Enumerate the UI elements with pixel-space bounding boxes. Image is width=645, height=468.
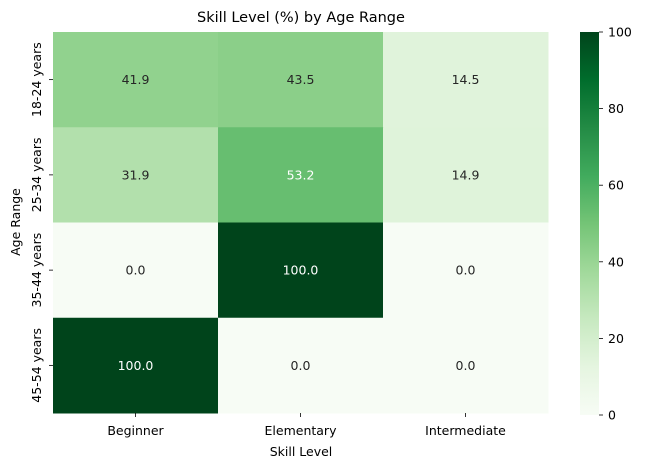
heatmap-cells <box>53 32 549 414</box>
colorbar-tick-label: 80 <box>608 101 624 116</box>
x-tick-label: Elementary <box>265 423 338 438</box>
cell-value-label: 43.5 <box>287 72 315 87</box>
y-tick-label: 45-54 years <box>29 328 44 403</box>
y-tick-label: 18-24 years <box>29 42 44 117</box>
cell-value-label: 0.0 <box>456 263 476 278</box>
heatmap-cell <box>218 32 384 128</box>
y-axis-ticks: 18-24 years 25-34 years 35-44 years 45-54 y… <box>29 42 53 403</box>
colorbar-ticks: 0 20 40 60 80 100 <box>599 25 632 423</box>
cell-value-label: 14.9 <box>452 167 480 182</box>
heatmap-cell-labels: 41.9 43.5 14.5 31.9 53.2 14.9 0.0 100.0 0.0 100.0… <box>118 72 480 373</box>
colorbar-tick-label: 20 <box>608 331 624 346</box>
heatmap-cell <box>218 222 384 319</box>
cell-value-label: 100.0 <box>118 358 154 373</box>
cell-value-label: 100.0 <box>283 263 319 278</box>
heatmap-cell <box>53 32 219 128</box>
y-tick-label: 35-44 years <box>29 233 44 308</box>
heatmap-cell <box>53 317 219 414</box>
heatmap-cell <box>53 127 219 223</box>
heatmap-cell <box>383 317 549 414</box>
cell-value-label: 41.9 <box>122 72 150 87</box>
heatmap-cell <box>383 32 549 128</box>
x-tick-label: Beginner <box>107 423 164 438</box>
x-tick-label: Intermediate <box>425 423 506 438</box>
heatmap-cell <box>218 127 384 223</box>
cell-value-label: 0.0 <box>456 358 476 373</box>
colorbar <box>580 32 599 415</box>
x-axis-ticks: Beginner Elementary Intermediate <box>107 413 506 438</box>
cell-value-label: 0.0 <box>291 358 311 373</box>
x-axis-label: Skill Level <box>270 444 333 459</box>
cell-value-label: 0.0 <box>126 263 146 278</box>
y-axis-label: Age Range <box>8 188 23 256</box>
colorbar-tick-label: 100 <box>608 25 632 40</box>
colorbar-tick-label: 60 <box>608 178 624 193</box>
heatmap-cell <box>218 317 384 414</box>
colorbar-tick-label: 40 <box>608 254 624 269</box>
cell-value-label: 14.5 <box>452 72 480 87</box>
y-tick-label: 25-34 years <box>29 138 44 213</box>
heatmap-cell <box>383 222 549 319</box>
heatmap-cell <box>383 127 549 223</box>
heatmap-cell <box>53 222 219 319</box>
cell-value-label: 53.2 <box>287 167 315 182</box>
colorbar-tick-label: 0 <box>608 408 616 423</box>
chart-title: Skill Level (%) by Age Range <box>197 10 405 26</box>
cell-value-label: 31.9 <box>122 167 150 182</box>
